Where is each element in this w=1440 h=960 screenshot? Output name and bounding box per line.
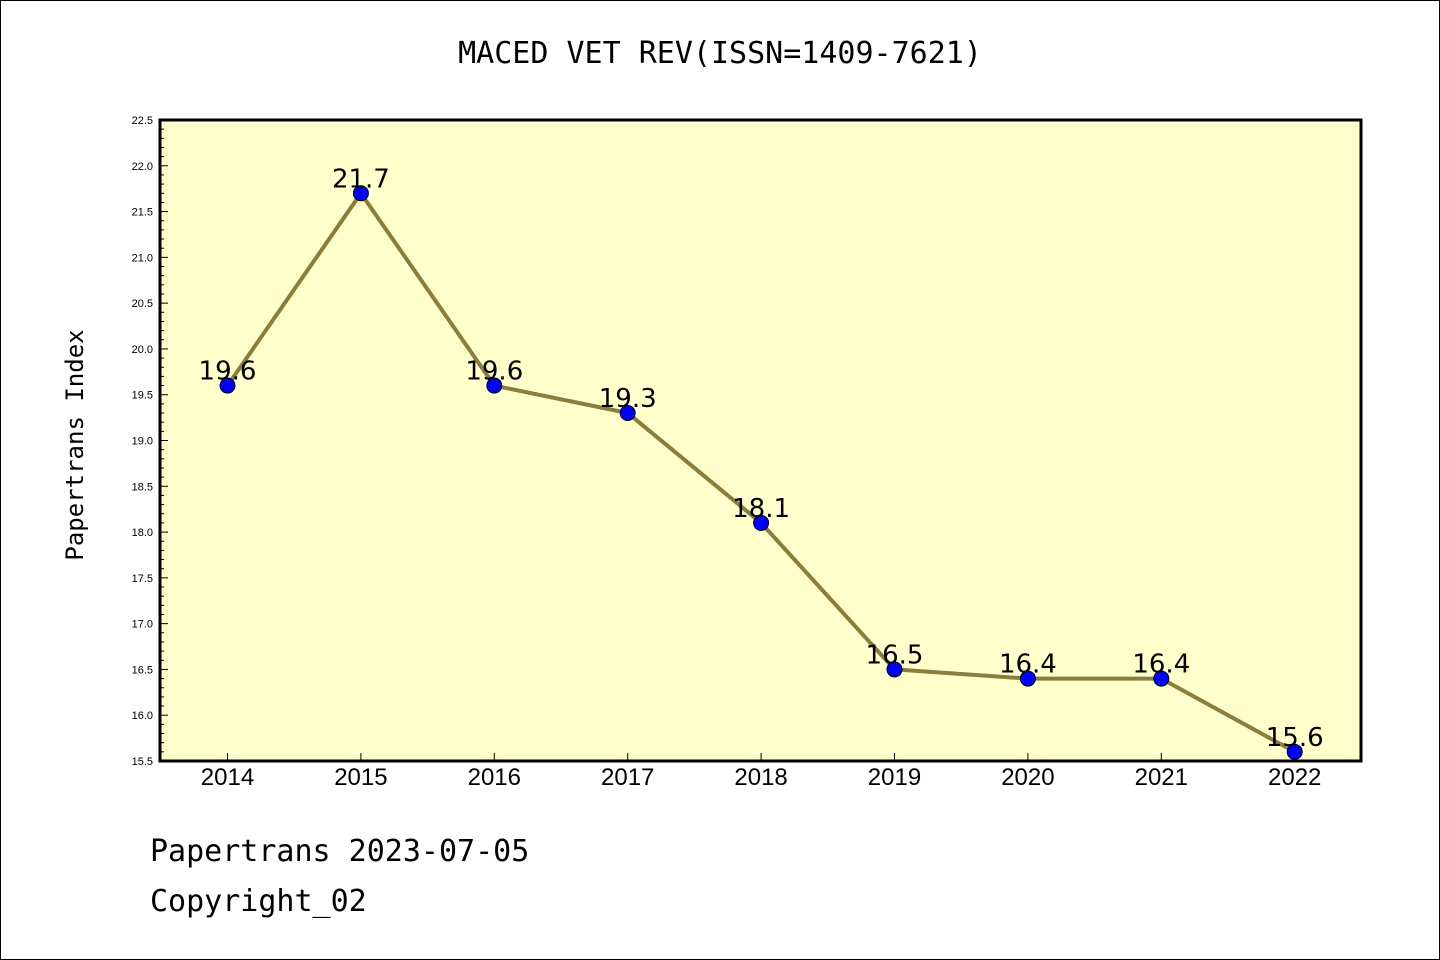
footer-date-line: Papertrans 2023-07-05: [150, 834, 530, 869]
plot-area: [160, 120, 1361, 761]
data-label: 16.5: [866, 640, 924, 670]
y-tick-label: 18.0: [132, 527, 153, 539]
y-tick-label: 22.5: [132, 115, 153, 127]
data-label: 18.1: [732, 494, 790, 524]
y-tick-label: 15.5: [132, 756, 153, 768]
x-tick-label: 2017: [601, 764, 654, 791]
x-tick-label: 2021: [1135, 764, 1188, 791]
data-label: 16.4: [1132, 650, 1190, 680]
y-tick-label: 19.5: [132, 390, 153, 402]
data-point: [1286, 743, 1303, 760]
footer-copyright-line: Copyright_02: [150, 884, 367, 919]
data-point: [1019, 670, 1036, 687]
data-point: [753, 514, 770, 531]
data-point: [619, 405, 636, 422]
y-axis: 15.5 16.0 16.5 17.0 17.5 18.0 18.5 19.0 19.5 20.0…: [132, 115, 168, 768]
y-tick-label: 20.5: [132, 298, 153, 310]
data-point: [219, 377, 236, 394]
data-point: [352, 185, 369, 202]
data-label: 19.3: [599, 384, 657, 414]
x-tick-label: 2019: [868, 764, 921, 791]
x-tick-label: 2015: [334, 764, 387, 791]
data-label: 19.6: [199, 357, 257, 387]
y-tick-label: 17.0: [132, 619, 153, 631]
data-label: 21.7: [332, 164, 390, 194]
x-tick-label: 2020: [1001, 764, 1054, 791]
data-label: 16.4: [999, 650, 1057, 680]
y-tick-label: 21.5: [132, 207, 153, 219]
y-tick-label: 21.0: [132, 252, 153, 264]
plot-border: [158, 118, 1363, 763]
data-labels: 19.6 21.7 19.6 19.3 18.1 16.5 16.4 16.4 15.6: [199, 164, 1324, 753]
data-label: 15.6: [1266, 723, 1324, 753]
y-tick-label: 22.0: [132, 161, 153, 173]
markers: [219, 185, 1303, 760]
data-point: [886, 661, 903, 678]
chart-title: MACED VET REV(ISSN=1409-7621): [458, 36, 982, 71]
data-point: [486, 377, 503, 394]
y-tick-label: 20.0: [132, 344, 153, 356]
y-tick-label: 17.5: [132, 573, 153, 585]
x-tick-label: 2014: [201, 764, 254, 791]
x-axis: 2014 2015 2016 2017 2018 2019 2020 2021 2022: [201, 753, 1321, 791]
data-point: [1153, 670, 1170, 687]
x-tick-label: 2018: [734, 764, 787, 791]
y-tick-label: 19.0: [132, 436, 153, 448]
y-tick-label: 16.0: [132, 710, 153, 722]
y-tick-label: 18.5: [132, 481, 153, 493]
y-tick-label: 16.5: [132, 664, 153, 676]
x-tick-label: 2016: [468, 764, 521, 791]
data-label: 19.6: [465, 357, 523, 387]
x-tick-label: 2022: [1268, 764, 1321, 791]
